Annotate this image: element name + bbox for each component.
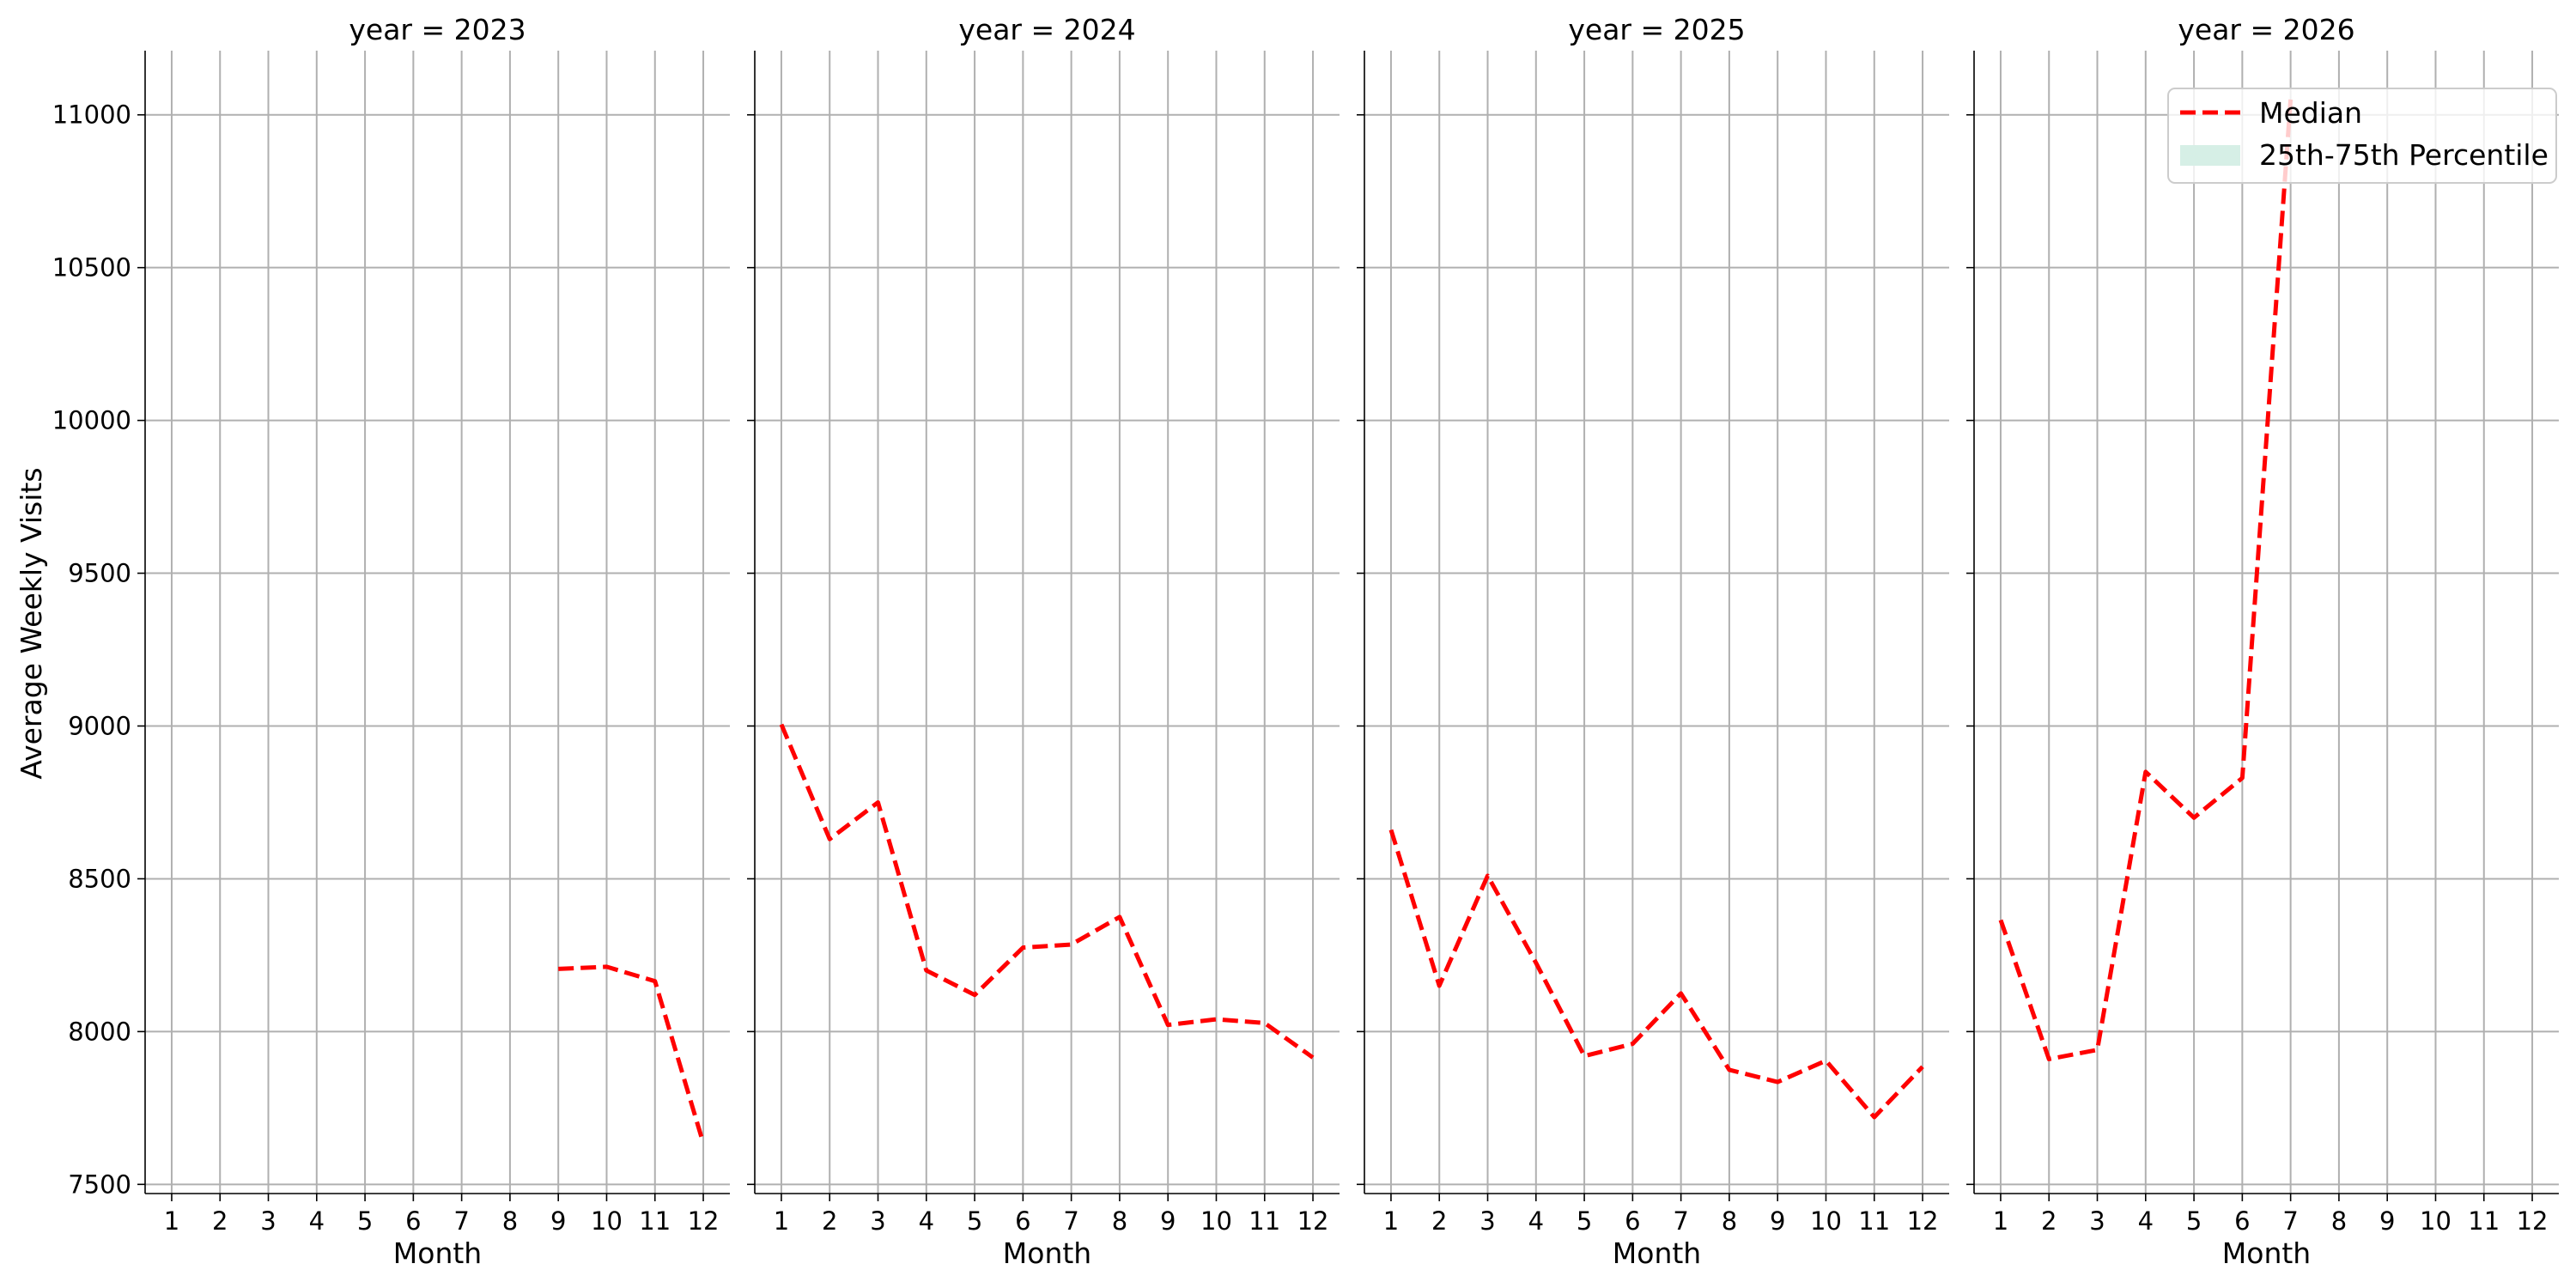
x-tick-label: 3 bbox=[1479, 1206, 1495, 1236]
x-tick-label: 5 bbox=[1577, 1206, 1592, 1236]
x-tick-label: 3 bbox=[2089, 1206, 2105, 1236]
x-tick-label: 10 bbox=[1810, 1206, 1842, 1236]
x-tick-label: 7 bbox=[1673, 1206, 1688, 1236]
legend: Median 25th-75th Percentile bbox=[2167, 88, 2557, 184]
x-axis-title: Month bbox=[393, 1236, 482, 1270]
y-tick-label: 7500 bbox=[68, 1170, 131, 1199]
x-tick-label: 8 bbox=[1112, 1206, 1127, 1236]
y-tick-label: 9000 bbox=[68, 712, 131, 741]
x-tick-label: 4 bbox=[2138, 1206, 2154, 1236]
x-tick-label: 9 bbox=[550, 1206, 566, 1236]
median-series-line bbox=[1998, 99, 2293, 1061]
x-tick-label: 12 bbox=[2517, 1206, 2549, 1236]
x-tick-label: 5 bbox=[967, 1206, 982, 1236]
x-tick-label: 12 bbox=[1297, 1206, 1329, 1236]
x-tick-label: 5 bbox=[357, 1206, 373, 1236]
legend-percentile-label: 25th-75th Percentile bbox=[2259, 138, 2549, 172]
x-tick-label: 10 bbox=[2420, 1206, 2451, 1236]
x-tick-label: 11 bbox=[2468, 1206, 2500, 1236]
panel-title: year = 2024 bbox=[958, 13, 1135, 46]
x-tick-label: 6 bbox=[405, 1206, 421, 1236]
x-axis-title: Month bbox=[1003, 1236, 1091, 1270]
x-tick-label: 3 bbox=[260, 1206, 276, 1236]
x-tick-label: 8 bbox=[502, 1206, 518, 1236]
panel-title: year = 2025 bbox=[1568, 13, 1745, 46]
x-tick-label: 2 bbox=[212, 1206, 228, 1236]
x-tick-label: 4 bbox=[309, 1206, 325, 1236]
x-tick-label: 10 bbox=[591, 1206, 623, 1236]
x-tick-label: 7 bbox=[453, 1206, 469, 1236]
x-tick-label: 2 bbox=[1431, 1206, 1447, 1236]
x-tick-label: 8 bbox=[2331, 1206, 2347, 1236]
x-tick-label: 9 bbox=[1160, 1206, 1176, 1236]
x-tick-label: 8 bbox=[1722, 1206, 1737, 1236]
x-tick-label: 1 bbox=[1993, 1206, 2008, 1236]
x-tick-label: 10 bbox=[1200, 1206, 1232, 1236]
median-series-line bbox=[558, 964, 706, 1145]
y-tick-label: 10000 bbox=[52, 406, 131, 435]
legend-median-label: Median bbox=[2259, 96, 2362, 130]
x-tick-label: 12 bbox=[1907, 1206, 1939, 1236]
x-tick-label: 2 bbox=[2041, 1206, 2057, 1236]
x-tick-label: 4 bbox=[919, 1206, 934, 1236]
x-tick-label: 1 bbox=[164, 1206, 179, 1236]
y-tick-label: 9500 bbox=[68, 559, 131, 588]
x-tick-label: 4 bbox=[1528, 1206, 1544, 1236]
x-tick-label: 11 bbox=[639, 1206, 671, 1236]
x-axis-title: Month bbox=[1613, 1236, 1701, 1270]
x-tick-label: 6 bbox=[1015, 1206, 1030, 1236]
x-tick-label: 5 bbox=[2186, 1206, 2202, 1236]
x-tick-label: 7 bbox=[1063, 1206, 1078, 1236]
legend-percentile-swatch bbox=[2180, 145, 2240, 166]
median-series-line bbox=[779, 723, 1315, 1060]
x-tick-label: 12 bbox=[688, 1206, 720, 1236]
x-tick-label: 6 bbox=[1625, 1206, 1640, 1236]
x-tick-label: 11 bbox=[1858, 1206, 1890, 1236]
panel-title: year = 2026 bbox=[2178, 13, 2354, 46]
y-axis-title: Average Weekly Visits bbox=[15, 467, 48, 779]
x-tick-label: 1 bbox=[1383, 1206, 1399, 1236]
panel-title: year = 2023 bbox=[349, 13, 526, 46]
x-tick-label: 11 bbox=[1249, 1206, 1280, 1236]
y-tick-label: 8000 bbox=[68, 1017, 131, 1046]
x-tick-label: 9 bbox=[2379, 1206, 2395, 1236]
x-axis-title: Month bbox=[2222, 1236, 2311, 1270]
x-tick-label: 2 bbox=[822, 1206, 837, 1236]
x-tick-label: 6 bbox=[2234, 1206, 2250, 1236]
y-tick-label: 8500 bbox=[68, 864, 131, 893]
legend-box bbox=[2167, 88, 2557, 184]
y-tick-label: 11000 bbox=[52, 100, 131, 130]
y-tick-label: 10500 bbox=[52, 253, 131, 283]
x-tick-label: 3 bbox=[870, 1206, 885, 1236]
median-series-line bbox=[1388, 829, 1924, 1120]
x-tick-label: 1 bbox=[774, 1206, 789, 1236]
x-tick-label: 9 bbox=[1770, 1206, 1785, 1236]
x-tick-label: 7 bbox=[2282, 1206, 2298, 1236]
